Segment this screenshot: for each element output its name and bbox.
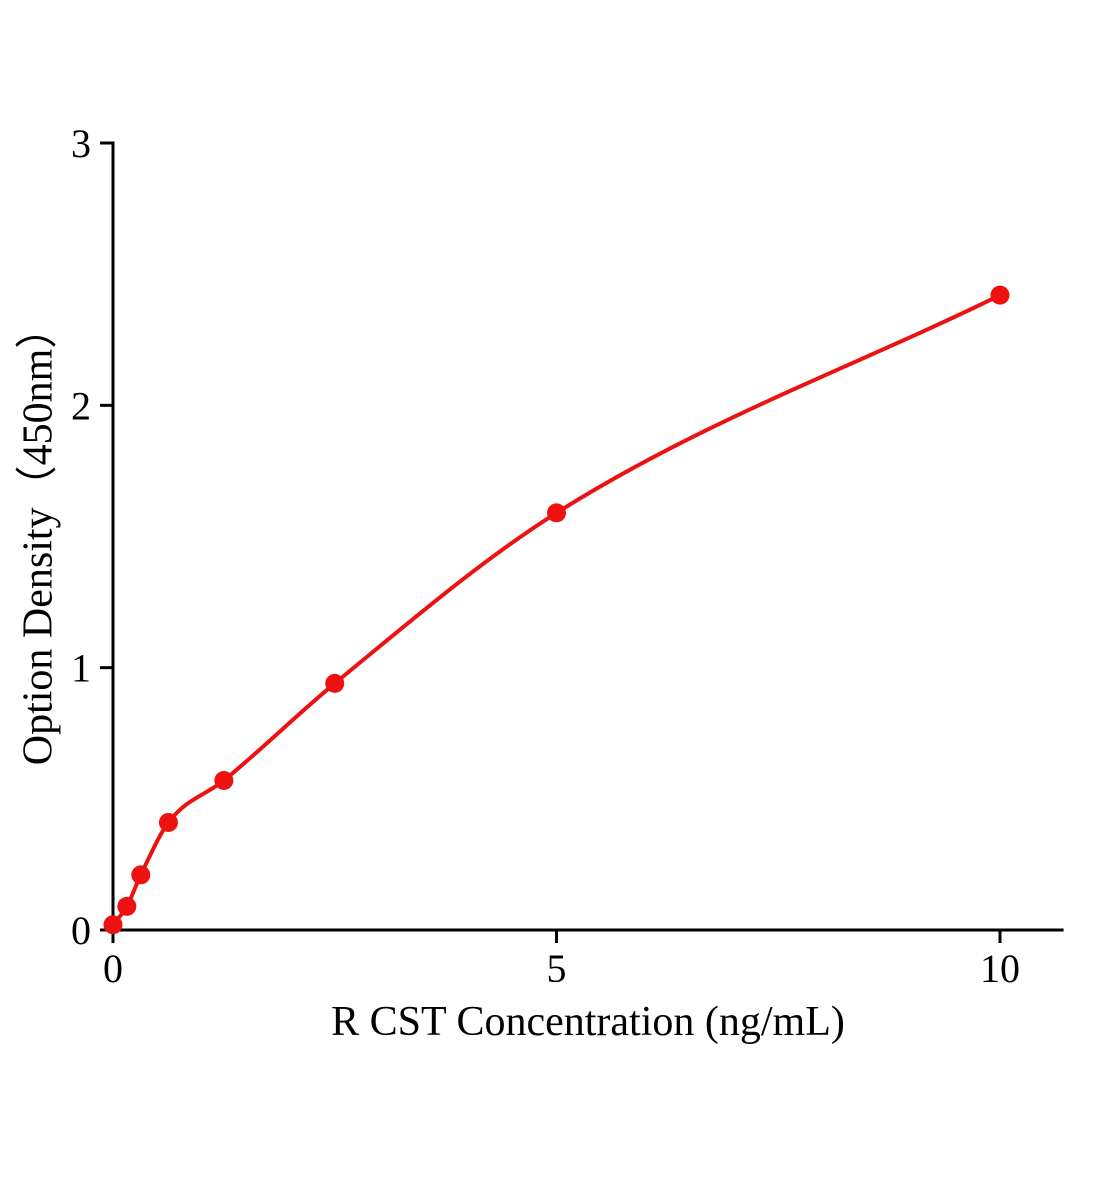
data-point (325, 673, 345, 693)
data-point (117, 896, 137, 916)
axis-tick-labels: 0 5 10 0 1 2 3 (71, 121, 1020, 991)
data-point (158, 812, 178, 832)
y-tick-label: 0 (71, 908, 91, 953)
y-axis-title: Option Density（450nm） (15, 306, 62, 766)
x-tick-label: 5 (547, 946, 567, 991)
axis-ticks (100, 141, 1002, 943)
y-tick-label: 3 (71, 121, 91, 166)
data-point (214, 770, 234, 790)
data-point (103, 915, 123, 935)
data-points (103, 285, 1010, 935)
data-point (131, 865, 151, 885)
data-point (547, 503, 566, 523)
x-tick-label: 0 (103, 946, 123, 991)
y-tick-label: 2 (71, 383, 91, 428)
x-tick-label: 10 (980, 946, 1020, 991)
axes (111, 141, 1064, 932)
y-tick-label: 1 (71, 646, 91, 691)
fit-curve (111, 293, 1002, 927)
x-axis-title: R CST Concentration (ng/mL) (331, 999, 845, 1045)
data-point (990, 285, 1010, 305)
